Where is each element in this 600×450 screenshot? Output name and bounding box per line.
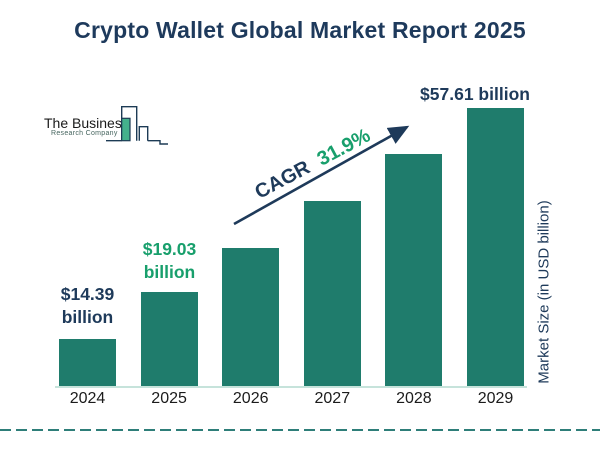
cagr-label: CAGR — [251, 156, 314, 204]
x-tick-2026: 2026 — [232, 390, 269, 407]
bottom-dashed-rule — [0, 429, 600, 431]
bar-2025 — [140, 292, 198, 386]
x-tick-2029: 2029 — [477, 390, 514, 407]
bar-2029 — [467, 108, 524, 386]
x-tick-2025: 2025 — [151, 390, 187, 407]
logo-subtitle: Research Company — [51, 130, 118, 137]
company-logo: The Business Research Company — [44, 100, 174, 145]
bar-2027 — [303, 201, 361, 386]
value-label-2029: $57.61 billion — [420, 84, 530, 104]
page-title: Crypto Wallet Global Market Report 2025 — [74, 17, 526, 43]
logo-bars-icon — [106, 106, 168, 145]
y-axis-label: Market Size (in USD billion) — [535, 200, 553, 384]
x-tick-2027: 2027 — [314, 390, 351, 407]
cagr-value: 31.9% — [313, 124, 375, 171]
bar-2028 — [385, 154, 443, 386]
bar-2026 — [222, 248, 280, 386]
logo-name: The Business — [44, 115, 129, 131]
bar-2024 — [59, 339, 116, 386]
x-axis-baseline — [55, 386, 527, 388]
value-label-2024: $14.39 billion — [60, 284, 115, 327]
value-label-2025: $19.03 billion — [142, 239, 197, 282]
x-tick-2024: 2024 — [69, 390, 106, 407]
cagr-annotation: CAGR 31.9% — [241, 119, 384, 210]
x-tick-2028: 2028 — [396, 390, 432, 407]
